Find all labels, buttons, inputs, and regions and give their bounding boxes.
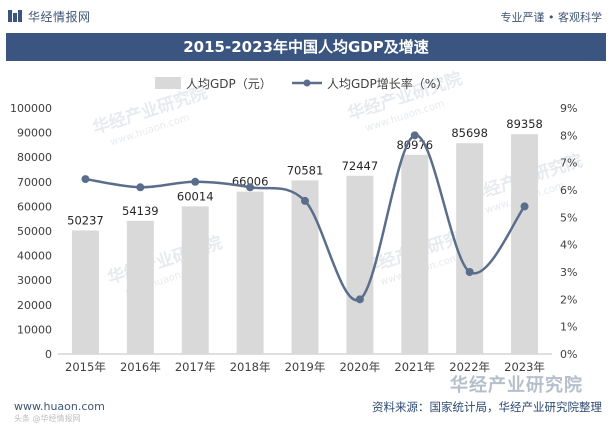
- bar: [236, 191, 264, 354]
- legend-marker-line: [303, 79, 311, 87]
- y-left-tick-label: 40000: [17, 250, 52, 263]
- x-tick-label: 2019年: [285, 360, 326, 374]
- x-tick-label: 2015年: [65, 360, 106, 374]
- bar-value-label: 50237: [67, 213, 104, 227]
- logo-icon: [8, 10, 22, 22]
- x-tick-label: 2023年: [504, 360, 545, 374]
- bar: [346, 175, 374, 354]
- bar: [291, 180, 319, 354]
- y-right-tick-label: 0%: [560, 348, 577, 361]
- growth-point: [465, 268, 474, 276]
- y-right-tick-label: 7%: [560, 157, 577, 170]
- bar: [126, 220, 154, 354]
- bar-value-label: 85698: [451, 126, 488, 140]
- x-tick-label: 2018年: [230, 360, 271, 374]
- y-right-tick-label: 3%: [560, 266, 577, 279]
- growth-point: [355, 295, 364, 304]
- logo-text: 华经情报网: [28, 10, 91, 24]
- bar-value-label: 60014: [177, 189, 214, 203]
- footer-url: www.huaon.com: [14, 400, 105, 413]
- chart: 华经产业研究院www.huaon.com华经产业研究院www.huaon.com…: [10, 68, 585, 374]
- y-left-tick-label: 10000: [17, 323, 52, 336]
- y-left-tick-label: 20000: [17, 299, 52, 312]
- y-right-tick-label: 5%: [560, 211, 577, 224]
- legend-label-bar: 人均GDP（元）: [186, 77, 272, 91]
- growth-point: [520, 202, 529, 211]
- bar: [456, 143, 484, 354]
- legend-label-line: 人均GDP增长率（%）: [327, 76, 448, 91]
- y-left-tick-label: 30000: [17, 274, 52, 287]
- footer-watermark: 头条 @华经情报网: [14, 414, 81, 423]
- y-right-tick-label: 9%: [560, 102, 577, 115]
- y-right-tick-label: 4%: [560, 239, 577, 252]
- y-left-tick-label: 50000: [17, 225, 52, 238]
- y-left-tick-label: 100000: [10, 102, 52, 115]
- bar-value-label: 72447: [342, 159, 379, 173]
- growth-point: [301, 196, 309, 205]
- tagline: 专业严谨 • 客观科学: [500, 11, 602, 24]
- bar: [401, 154, 429, 354]
- y-right-tick-label: 2%: [560, 293, 577, 306]
- growth-point: [136, 183, 145, 192]
- watermark-brand: 华经产业研究院: [450, 375, 583, 396]
- legend-swatch-bar: [155, 77, 181, 89]
- y-left-tick-label: 70000: [17, 176, 52, 189]
- bar-value-label: 54139: [122, 204, 159, 218]
- y-left-tick-label: 90000: [17, 127, 52, 140]
- bar-value-label: 70581: [287, 163, 324, 177]
- growth-point: [81, 175, 90, 184]
- footer-source: 资料来源：国家统计局，华经产业研究院整理: [372, 400, 602, 414]
- top-bar: 华经情报网 专业严谨 • 客观科学: [0, 0, 612, 32]
- y-right-tick-label: 8%: [560, 129, 577, 142]
- y-right-tick-label: 6%: [560, 184, 577, 197]
- growth-point: [410, 131, 419, 140]
- y-left-tick-label: 60000: [17, 200, 52, 213]
- x-tick-label: 2021年: [394, 360, 435, 374]
- growth-line: [85, 134, 526, 302]
- y-left-tick-label: 80000: [17, 151, 52, 164]
- x-tick-label: 2022年: [449, 360, 490, 374]
- chart-title: 2015-2023年中国人均GDP及增速: [6, 33, 606, 61]
- bar: [511, 134, 539, 354]
- x-tick-label: 2017年: [175, 360, 216, 374]
- growth-point: [246, 183, 255, 192]
- bar: [181, 206, 209, 354]
- y-right-tick-label: 1%: [560, 321, 577, 334]
- footer: www.huaon.com 头条 @华经情报网 资料来源：国家统计局，华经产业研…: [0, 394, 612, 426]
- bar: [71, 230, 99, 354]
- x-tick-label: 2020年: [339, 360, 380, 374]
- x-tick-label: 2016年: [120, 360, 161, 374]
- y-left-tick-label: 0: [45, 348, 52, 361]
- bar-value-label: 89358: [506, 117, 543, 131]
- growth-point: [191, 177, 200, 186]
